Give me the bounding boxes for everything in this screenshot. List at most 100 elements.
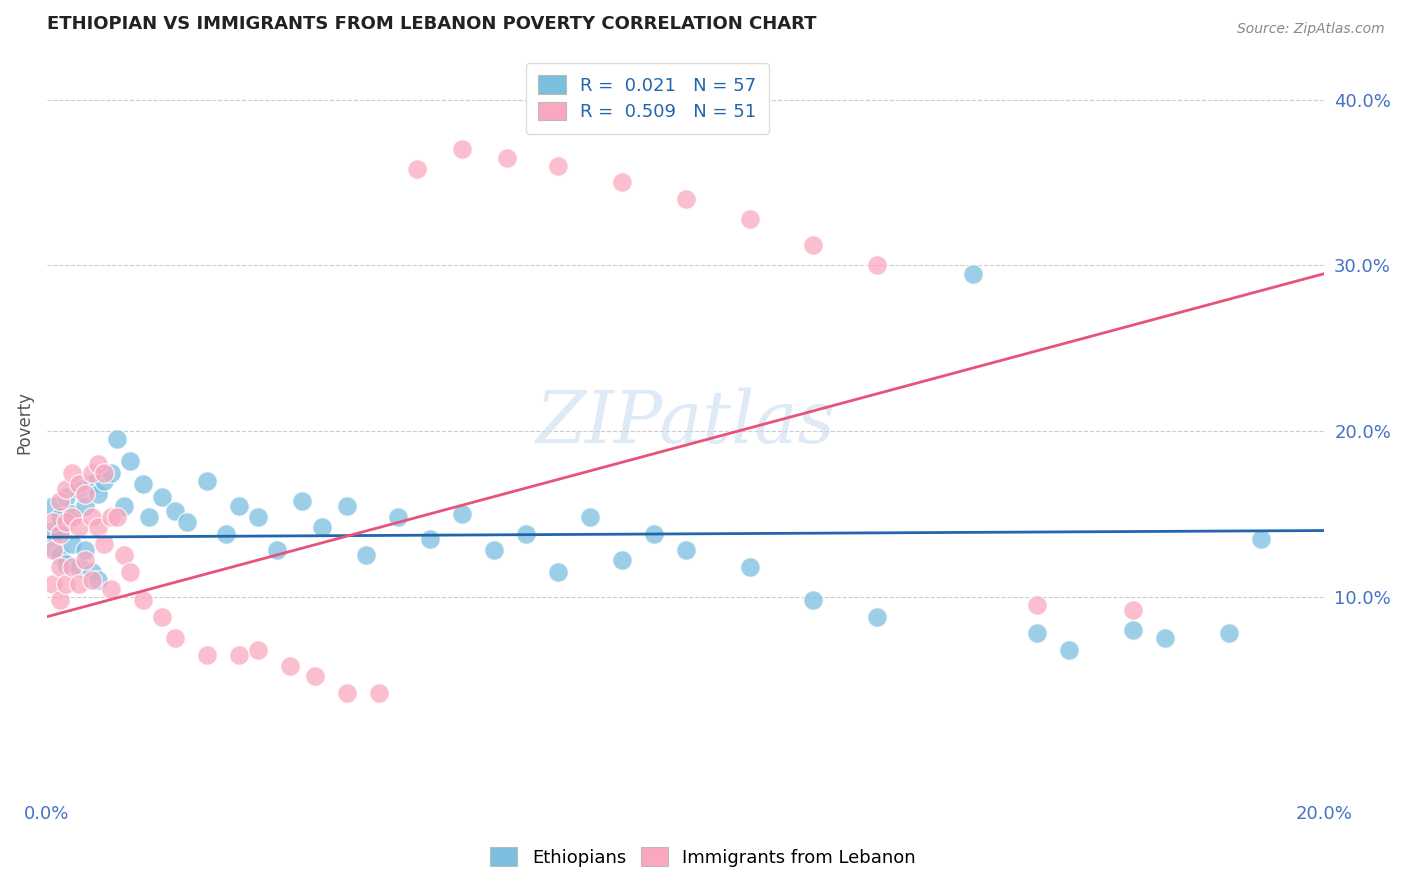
Point xyxy=(643,526,665,541)
Point xyxy=(451,142,474,156)
Point xyxy=(67,560,90,574)
Point xyxy=(48,593,70,607)
Point xyxy=(866,609,889,624)
Point xyxy=(579,510,602,524)
Point xyxy=(62,510,84,524)
Point xyxy=(610,553,633,567)
Point xyxy=(228,648,250,662)
Point xyxy=(105,433,128,447)
Point xyxy=(100,582,122,596)
Point xyxy=(131,593,153,607)
Point xyxy=(356,549,378,563)
Point xyxy=(75,553,97,567)
Point xyxy=(80,565,103,579)
Point xyxy=(48,510,70,524)
Point xyxy=(1122,603,1144,617)
Point xyxy=(176,515,198,529)
Point xyxy=(406,162,429,177)
Point xyxy=(495,151,517,165)
Point xyxy=(738,560,761,574)
Point xyxy=(215,526,238,541)
Point xyxy=(118,454,141,468)
Legend: Ethiopians, Immigrants from Lebanon: Ethiopians, Immigrants from Lebanon xyxy=(484,840,922,874)
Point xyxy=(515,526,537,541)
Point xyxy=(67,477,90,491)
Point xyxy=(62,537,84,551)
Point xyxy=(55,576,77,591)
Point xyxy=(131,477,153,491)
Point xyxy=(75,499,97,513)
Point xyxy=(547,565,569,579)
Point xyxy=(547,159,569,173)
Point xyxy=(291,493,314,508)
Point xyxy=(80,477,103,491)
Point xyxy=(55,491,77,505)
Point xyxy=(93,537,115,551)
Point xyxy=(419,532,441,546)
Point xyxy=(1218,626,1240,640)
Point xyxy=(228,499,250,513)
Point xyxy=(93,466,115,480)
Point xyxy=(87,487,110,501)
Point xyxy=(48,549,70,563)
Text: ZIPatlas: ZIPatlas xyxy=(536,387,835,458)
Point xyxy=(42,524,65,538)
Point xyxy=(336,686,359,700)
Point xyxy=(55,482,77,496)
Point xyxy=(368,686,391,700)
Point xyxy=(1153,632,1175,646)
Point xyxy=(1250,532,1272,546)
Point xyxy=(75,487,97,501)
Point xyxy=(48,526,70,541)
Point xyxy=(93,474,115,488)
Point xyxy=(42,499,65,513)
Point xyxy=(42,540,65,554)
Point xyxy=(80,466,103,480)
Point xyxy=(48,526,70,541)
Point xyxy=(1057,643,1080,657)
Point xyxy=(150,609,173,624)
Point xyxy=(62,466,84,480)
Point xyxy=(304,669,326,683)
Point xyxy=(866,258,889,272)
Point xyxy=(195,648,218,662)
Point xyxy=(118,565,141,579)
Point xyxy=(246,510,269,524)
Point xyxy=(62,560,84,574)
Point xyxy=(1122,623,1144,637)
Point xyxy=(80,510,103,524)
Text: ETHIOPIAN VS IMMIGRANTS FROM LEBANON POVERTY CORRELATION CHART: ETHIOPIAN VS IMMIGRANTS FROM LEBANON POV… xyxy=(46,15,817,33)
Point xyxy=(87,520,110,534)
Point xyxy=(87,574,110,588)
Point xyxy=(67,576,90,591)
Point xyxy=(266,543,288,558)
Point xyxy=(150,491,173,505)
Point xyxy=(451,507,474,521)
Point xyxy=(48,560,70,574)
Point xyxy=(387,510,409,524)
Point xyxy=(67,520,90,534)
Point xyxy=(962,267,984,281)
Point xyxy=(246,643,269,657)
Point xyxy=(163,632,186,646)
Point xyxy=(100,510,122,524)
Point xyxy=(1026,626,1049,640)
Point xyxy=(67,482,90,496)
Point xyxy=(803,593,825,607)
Point xyxy=(42,543,65,558)
Point xyxy=(1026,598,1049,612)
Point xyxy=(311,520,333,534)
Point xyxy=(803,238,825,252)
Point xyxy=(738,211,761,226)
Point xyxy=(112,549,135,563)
Point xyxy=(195,474,218,488)
Point xyxy=(610,176,633,190)
Point xyxy=(163,503,186,517)
Point xyxy=(87,457,110,471)
Point xyxy=(336,499,359,513)
Point xyxy=(48,493,70,508)
Point xyxy=(55,557,77,571)
Point xyxy=(675,543,697,558)
Point xyxy=(62,507,84,521)
Text: Source: ZipAtlas.com: Source: ZipAtlas.com xyxy=(1237,22,1385,37)
